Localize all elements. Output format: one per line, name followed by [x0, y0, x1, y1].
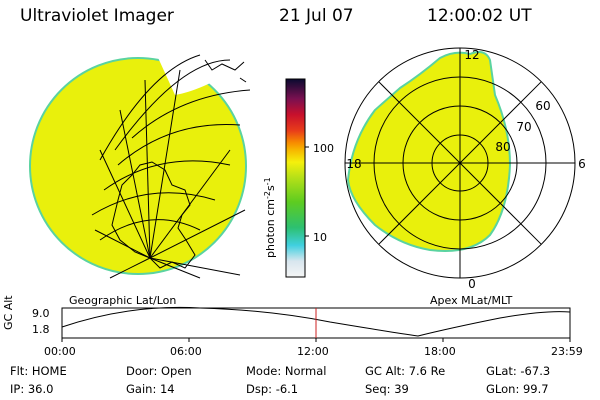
- mlt-label-12: 12: [464, 48, 479, 62]
- info-glon: GLon: 99.7: [486, 382, 549, 396]
- mlt-label-6: 6: [578, 157, 586, 171]
- date-label: 21 Jul 07: [279, 6, 354, 26]
- info-flt: Flt: HOME: [10, 364, 67, 378]
- info-glat: GLat: -67.3: [486, 364, 551, 378]
- xtick-1200: 12:00: [297, 345, 329, 358]
- polar-plot: 12 18 6 0 60 70 80: [344, 47, 586, 291]
- geographic-image: [29, 40, 251, 279]
- left-panel-label: Geographic Lat/Lon: [69, 294, 177, 307]
- info-seq: Seq: 39: [365, 382, 409, 396]
- time-label: 12:00:02 UT: [427, 6, 532, 26]
- xtick-2359: 23:59: [551, 345, 583, 358]
- info-dsp: Dsp: -6.1: [246, 382, 299, 396]
- instrument-title: Ultraviolet Imager: [20, 6, 174, 26]
- xtick-0000: 00:00: [44, 345, 76, 358]
- mlat-label-60: 60: [535, 99, 550, 113]
- xtick-1800: 18:00: [424, 345, 456, 358]
- mlat-label-80: 80: [495, 140, 510, 154]
- altitude-ytick-top: 9.0: [32, 307, 50, 320]
- colorbar: photon cm-2s-1: [263, 78, 309, 278]
- info-door: Door: Open: [126, 364, 192, 378]
- colorbar-tick-100: 100: [313, 142, 334, 155]
- mlt-label-18: 18: [346, 157, 361, 171]
- info-ip: IP: 36.0: [10, 382, 54, 396]
- xtick-0600: 06:00: [170, 345, 202, 358]
- mlat-label-70: 70: [516, 120, 531, 134]
- info-mode: Mode: Normal: [246, 364, 327, 378]
- colorbar-tick-10: 10: [313, 231, 327, 244]
- altitude-plot: [61, 306, 571, 342]
- altitude-ylabel: GC Alt: [2, 295, 15, 330]
- info-gain: Gain: 14: [126, 382, 175, 396]
- colorbar-unit: photon cm-2s-1: [263, 177, 277, 258]
- mlt-label-0: 0: [468, 277, 476, 291]
- info-gc-alt: GC Alt: 7.6 Re: [365, 364, 446, 378]
- altitude-ytick-bottom: 1.8: [32, 323, 50, 336]
- right-panel-label: Apex MLat/MLT: [430, 294, 513, 307]
